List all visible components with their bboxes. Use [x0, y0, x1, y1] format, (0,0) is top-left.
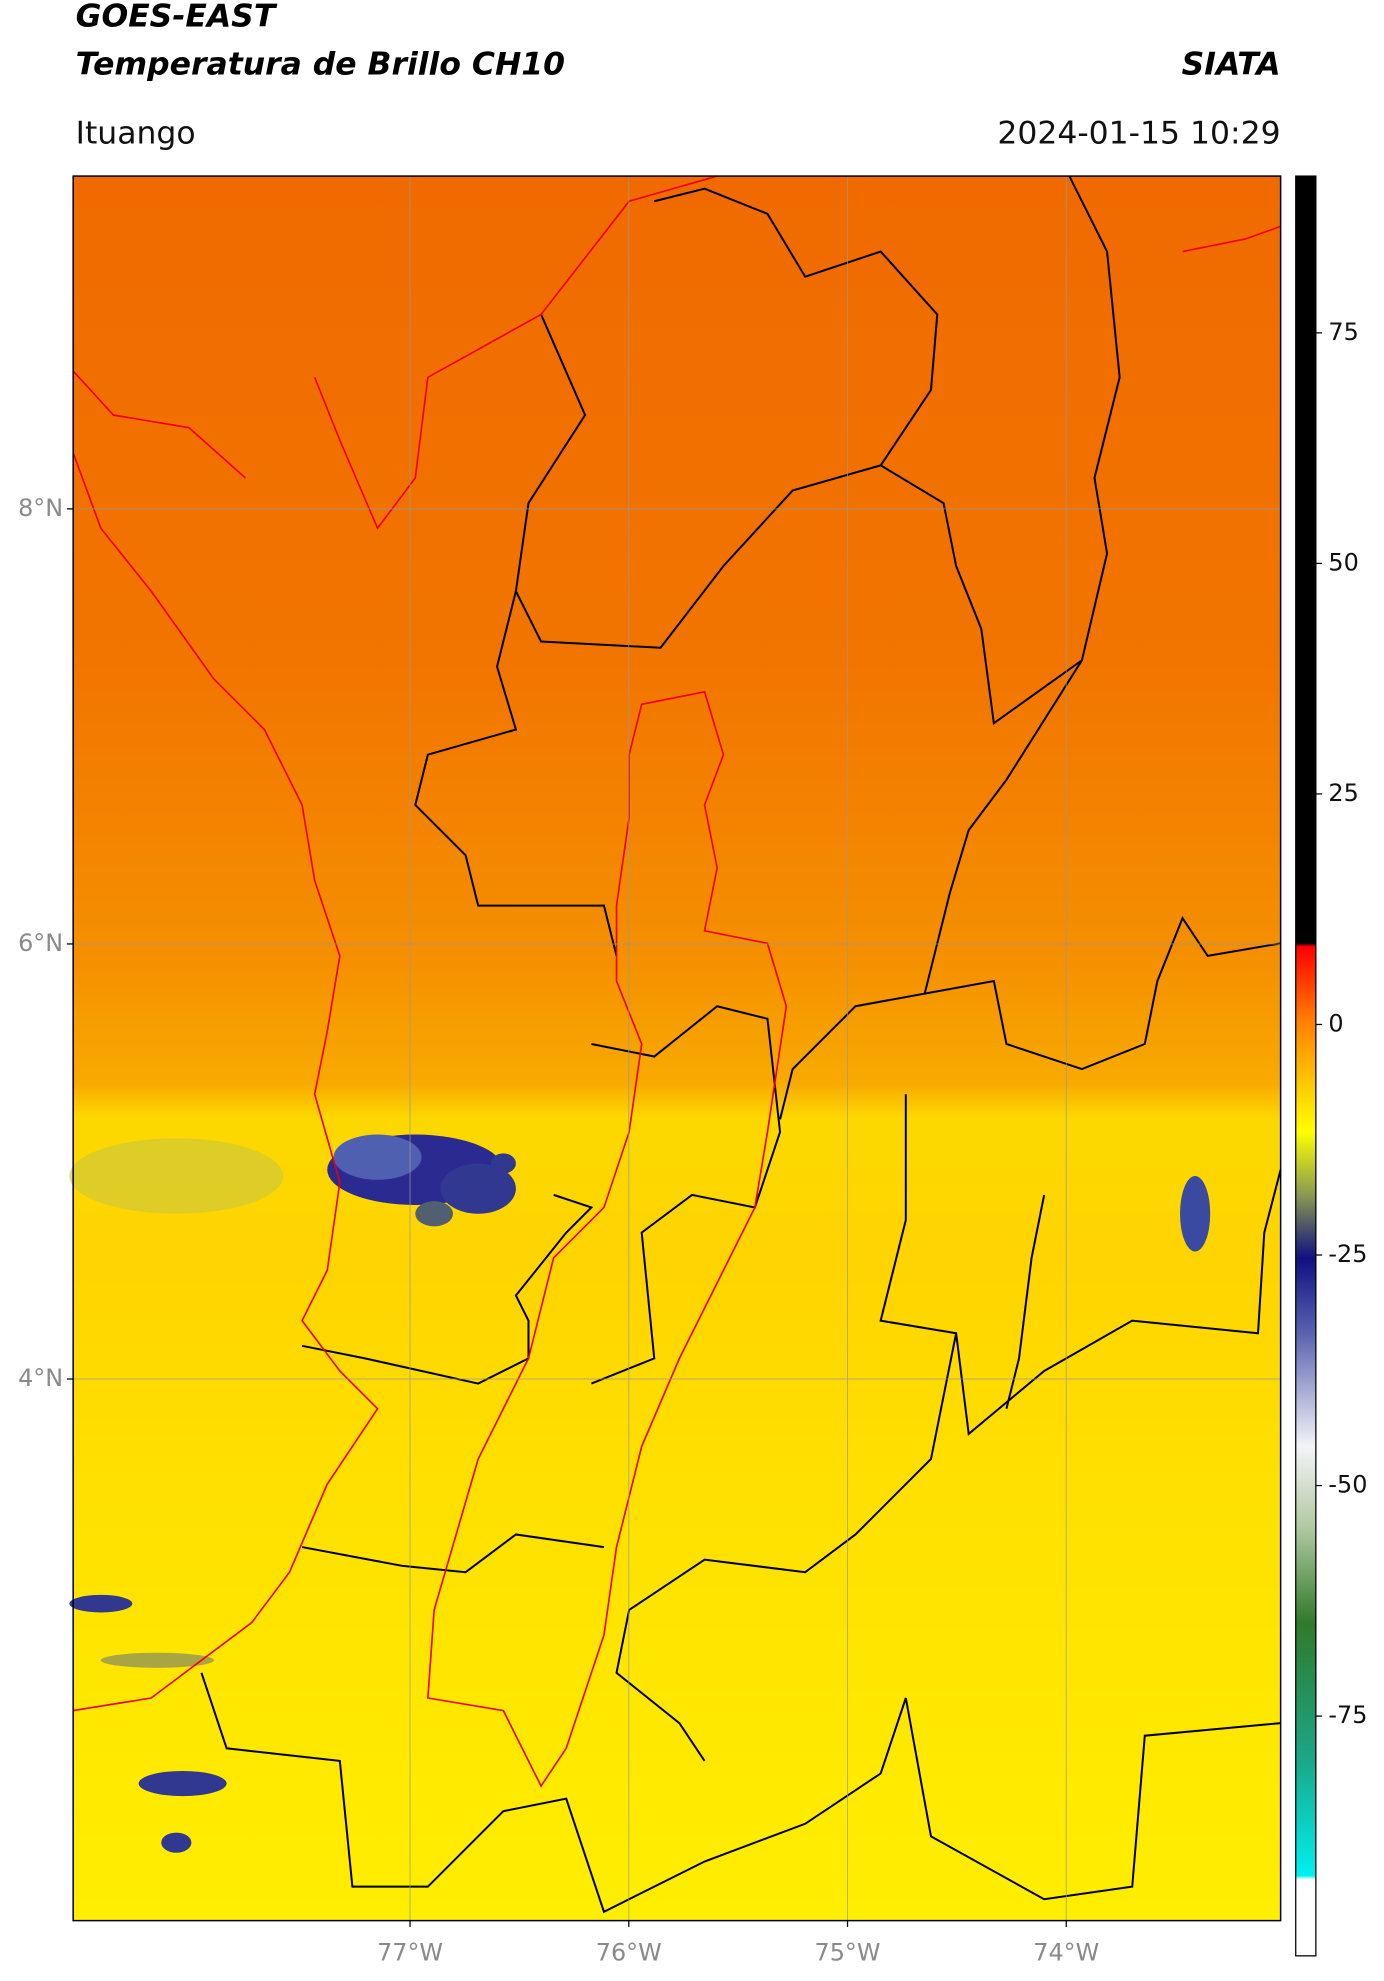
coastline: [72, 175, 1281, 1788]
lat-tick-label: 4°N: [18, 1364, 63, 1392]
lat-tick-label: 6°N: [18, 929, 63, 957]
lon-tick-label: 75°W: [815, 1938, 881, 1966]
colorbar-tick-label: 75: [1328, 318, 1358, 346]
cold-clouds: [69, 1134, 1211, 1853]
colorbar-tick-label: -50: [1328, 1471, 1367, 1499]
colorbar-tick-label: 50: [1328, 548, 1358, 576]
colorbar-tick-label: 0: [1328, 1009, 1343, 1037]
map: [69, 175, 1282, 1922]
colorbar-tick-label: -25: [1328, 1240, 1367, 1268]
colorbar-tick-label: -75: [1328, 1701, 1367, 1729]
colorbar-tick-label: 25: [1328, 779, 1358, 807]
title: GOES-EAST: [76, 0, 278, 35]
colorbar: [1295, 175, 1317, 1957]
datetime: 2024-01-15 10:29: [997, 116, 1280, 152]
map-field: [73, 176, 1281, 1921]
subtitle: Temperatura de Brillo CH10: [76, 46, 565, 82]
lon-tick-label: 77°W: [377, 1938, 443, 1966]
lat-tick-label: 8°N: [18, 494, 63, 522]
lon-tick-label: 74°W: [1033, 1938, 1099, 1966]
lon-tick-label: 76°W: [596, 1938, 662, 1966]
colorbar-scale: [1295, 175, 1317, 1957]
borders: [200, 175, 1282, 1914]
location: Ituango: [76, 116, 196, 152]
source: SIATA: [1182, 46, 1281, 82]
map-frame: [72, 175, 1282, 1922]
